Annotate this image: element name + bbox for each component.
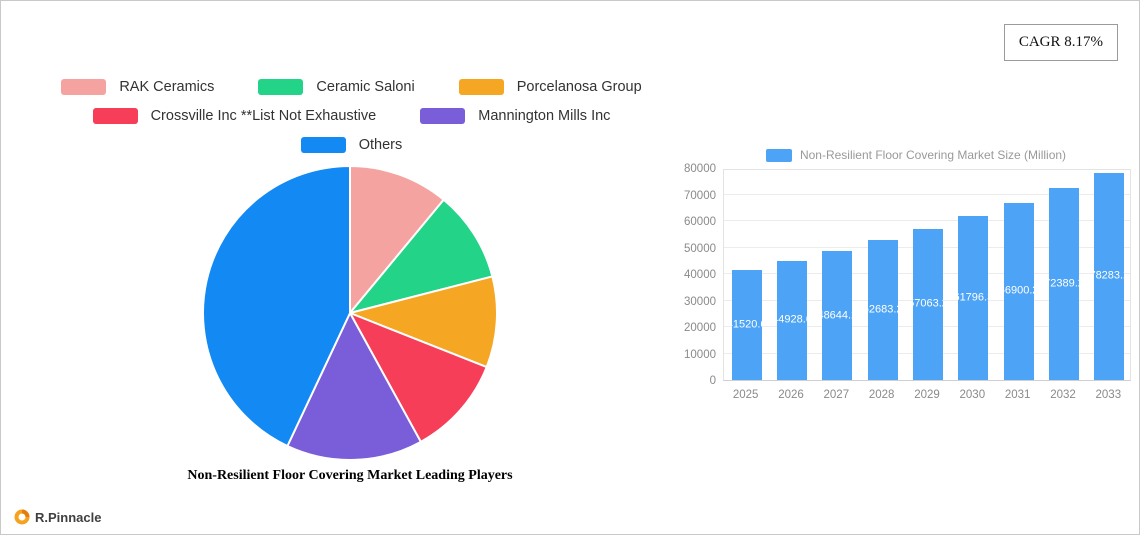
x-axis-label: 2030	[959, 389, 986, 401]
x-axis-label: 2029	[914, 389, 940, 401]
pie-slice-others[interactable]	[202, 165, 351, 448]
bar-2033[interactable]: 78283.2	[1094, 172, 1125, 380]
pie-slice-rak-ceramics[interactable]	[349, 165, 445, 314]
bar-value-label: 78283.2	[1094, 269, 1124, 282]
x-axis-label: 2025	[732, 389, 759, 401]
bar-2031[interactable]: 66900.2	[1003, 202, 1034, 380]
pie-slice-porcelanosa-group[interactable]	[349, 275, 498, 369]
gridline	[724, 193, 1130, 195]
pie-slice-crossville-inc-list-not-exhaustive[interactable]	[349, 312, 488, 443]
rpinnacle-logo-icon	[14, 509, 30, 525]
legend-swatch	[458, 79, 504, 95]
bar-2032[interactable]: 72389.2	[1049, 188, 1079, 380]
rpinnacle-logo-text: R.Pinnacle	[35, 509, 102, 525]
bar-value-clip: 72389.2	[1049, 278, 1079, 291]
y-axis-label: 10000	[684, 348, 716, 361]
bar-2029[interactable]: 57063.2	[913, 228, 943, 380]
cagr-badge: CAGR 8.17%	[1003, 24, 1118, 61]
pie-chart	[202, 165, 498, 461]
rpinnacle-logo: R.Pinnacle	[14, 509, 101, 525]
pie-legend-row: RAK Ceramics Ceramic Saloni Porcelanosa Gr…	[61, 79, 642, 95]
bar-value-clip: 48644.2	[822, 309, 852, 322]
bar-2025[interactable]: 41520.6	[731, 270, 762, 380]
y-axis-label: 50000	[684, 242, 716, 255]
legend-label: Porcelanosa Group	[516, 79, 642, 95]
x-axis-label: 2032	[1050, 389, 1076, 401]
legend-swatch	[92, 108, 138, 124]
bar-value-clip: 41520.6	[732, 319, 762, 332]
pie-legend: RAK Ceramics Ceramic Saloni Porcelanosa Gr…	[29, 79, 674, 153]
bar-2030[interactable]: 61796.3	[958, 216, 989, 380]
bar-2027[interactable]: 48644.2	[822, 251, 853, 380]
x-axis-label: 2026	[778, 389, 804, 401]
legend-item-mannington-mills-inc[interactable]: Mannington Mills Inc	[420, 108, 610, 124]
pie-slice-mannington-mills-inc[interactable]	[286, 312, 422, 461]
legend-swatch	[61, 79, 107, 95]
legend-label: Others	[358, 137, 403, 153]
legend-item-porcelanosa-group[interactable]: Porcelanosa Group	[458, 79, 642, 95]
bar-legend-label: Non-Resilient Floor Covering Market Size…	[799, 148, 1067, 162]
x-axis-label: 2028	[868, 389, 895, 401]
x-axis-label: 2031	[1004, 389, 1031, 401]
bar-chart-legend[interactable]: Non-Resilient Floor Covering Market Size…	[701, 148, 1131, 162]
pie-legend-row: Crossville Inc **List Not Exhaustive Mann…	[92, 108, 610, 124]
legend-item-rak-ceramics[interactable]: RAK Ceramics	[61, 79, 214, 95]
bar-value-clip: 66900.2	[1004, 285, 1034, 298]
y-axis-label: 70000	[684, 189, 716, 202]
bar-value-clip: 57063.2	[913, 298, 943, 311]
bar-value-label: 61796.3	[958, 291, 988, 304]
gridline	[724, 220, 1130, 221]
pie-legend-row: Others	[300, 137, 403, 153]
legend-swatch	[300, 137, 346, 153]
bar-value-label: 57063.2	[913, 297, 943, 310]
cagr-label: CAGR 8.17%	[1018, 34, 1103, 50]
y-axis-label: 20000	[684, 322, 716, 334]
legend-swatch	[258, 79, 304, 95]
x-axis-label: 2027	[823, 389, 850, 401]
legend-label: Mannington Mills Inc	[478, 108, 611, 124]
legend-item-others[interactable]: Others	[300, 137, 403, 153]
bar-2026[interactable]: 44928.6	[777, 260, 807, 380]
bar-value-clip: 61796.3	[958, 292, 988, 305]
bar-legend-swatch	[765, 148, 792, 162]
y-axis-label: 60000	[684, 216, 716, 228]
bar-value-clip: 44928.6	[777, 314, 807, 327]
y-axis-label: 30000	[684, 295, 716, 308]
bar-value-label: 66900.2	[1004, 284, 1034, 297]
bar-chart-plot-area: 41520.6 44928.6 48644.2 52683.2 57063.2 61796…	[723, 169, 1131, 381]
y-axis-label: 0	[709, 375, 716, 387]
bar-value-clip: 52683.2	[868, 304, 898, 317]
bar-value-label: 48644.2	[822, 309, 852, 322]
bar-2028[interactable]: 52683.2	[867, 240, 898, 380]
legend-label: Crossville Inc **List Not Exhaustive	[150, 108, 377, 124]
legend-label: Ceramic Saloni	[316, 79, 415, 95]
legend-swatch	[420, 108, 466, 124]
legend-label: RAK Ceramics	[119, 79, 215, 95]
bar-value-label: 41520.6	[732, 318, 762, 331]
x-axis-label: 2033	[1095, 389, 1122, 401]
bar-value-label: 44928.6	[777, 313, 807, 326]
legend-item-ceramic-saloni[interactable]: Ceramic Saloni	[258, 79, 415, 95]
bar-value-clip: 78283.2	[1094, 270, 1124, 283]
y-axis-label: 40000	[684, 269, 716, 281]
pie-chart-title: Non-Resilient Floor Covering Market Lead…	[187, 468, 513, 483]
legend-item-crossville-inc-list-not-exhaustive[interactable]: Crossville Inc **List Not Exhaustive	[92, 108, 377, 124]
bar-value-label: 72389.2	[1049, 277, 1079, 290]
bar-value-label: 52683.2	[868, 303, 898, 316]
y-axis-label: 80000	[684, 163, 716, 175]
